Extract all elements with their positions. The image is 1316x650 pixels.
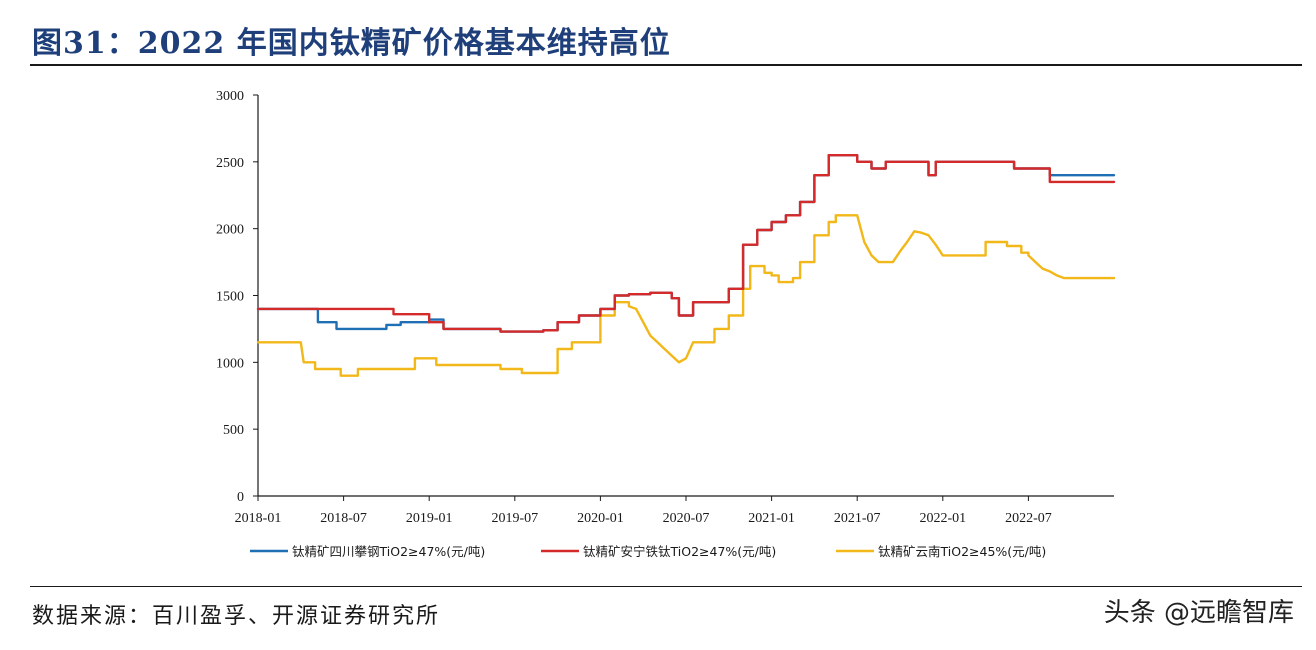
series-layer: [256, 153, 1116, 377]
y-tick-label: 0: [237, 490, 244, 505]
title-divider: [30, 64, 1302, 66]
x-tick-label: 2018-01: [235, 511, 282, 526]
watermark: 头条 @远瞻智库: [1103, 598, 1294, 628]
x-tick-label: 2018-07: [320, 511, 367, 526]
legend-label-2: 钛精矿云南TiO2≥45%(元/吨): [878, 544, 1046, 559]
y-tick-label: 1500: [216, 290, 244, 305]
y-tick-label: 2500: [216, 156, 244, 171]
x-axis: 2018-01 2018-07 2019-01 2019-07 2020-01 2020-…: [235, 495, 1114, 526]
y-tick-label: 2000: [216, 223, 244, 238]
x-tick-label: 2022-07: [1005, 511, 1052, 526]
x-tick-label: 2021-01: [748, 511, 795, 526]
x-tick-label: 2019-01: [406, 511, 453, 526]
x-tick-label: 2022-01: [919, 511, 966, 526]
y-tick-label: 3000: [216, 89, 244, 104]
footer-divider: [30, 586, 1302, 587]
x-tick-label: 2020-07: [663, 511, 710, 526]
legend: 钛精矿四川攀钢TiO2≥47%(元/吨) 钛精矿安宁铁钛TiO2≥47%(元/吨)…: [250, 544, 1046, 559]
x-tick-label: 2019-07: [491, 511, 538, 526]
data-source-note: 数据来源：百川盈孚、开源证券研究所: [32, 604, 441, 629]
y-axis: 0 500 1000 1500 2000 2500 3000: [216, 89, 259, 505]
x-tick-label: 2021-07: [834, 511, 881, 526]
y-tick-label: 1000: [216, 356, 244, 371]
legend-label-0: 钛精矿四川攀钢TiO2≥47%(元/吨): [292, 544, 485, 559]
legend-label-1: 钛精矿安宁铁钛TiO2≥47%(元/吨): [583, 544, 776, 559]
series-line-1: [256, 153, 1116, 333]
series-line-2: [256, 214, 1116, 377]
x-tick-label: 2020-01: [577, 511, 624, 526]
y-tick-label: 500: [223, 423, 244, 438]
page-title: 图31：2022 年国内钛精矿价格基本维持高位: [32, 26, 671, 61]
